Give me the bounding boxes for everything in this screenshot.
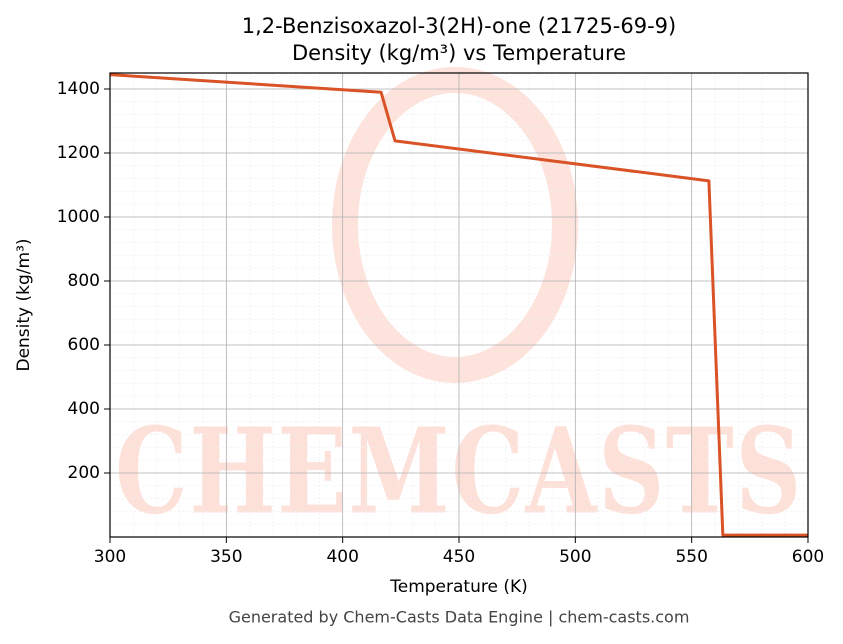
x-axis-label: Temperature (K) bbox=[389, 577, 528, 597]
x-tick-label: 600 bbox=[792, 547, 824, 567]
x-tick-label: 450 bbox=[443, 547, 475, 567]
x-tick-label: 300 bbox=[94, 547, 126, 567]
data-line bbox=[109, 73, 808, 537]
x-tick-label: 350 bbox=[210, 547, 242, 567]
x-tick-label: 550 bbox=[675, 547, 707, 567]
watermark: CHEMCASTS bbox=[115, 402, 803, 541]
watermark-logo bbox=[332, 67, 578, 383]
chart-title: 1,2-Benzisoxazol-3(2H)-one (21725-69-9) bbox=[242, 14, 677, 38]
y-tick-label: 600 bbox=[68, 335, 100, 355]
x-tick-label: 400 bbox=[326, 547, 358, 567]
y-tick-label: 1400 bbox=[57, 79, 100, 99]
y-tick-label: 400 bbox=[68, 399, 100, 419]
footer: Generated by Chem-Casts Data Engine | ch… bbox=[229, 608, 690, 627]
x-tick-label: 500 bbox=[559, 547, 591, 567]
chart-subtitle: Density (kg/m³) vs Temperature bbox=[292, 41, 626, 65]
y-axis-label: Density (kg/m³) bbox=[14, 238, 34, 371]
y-tick-label: 800 bbox=[68, 271, 100, 291]
y-tick-label: 200 bbox=[68, 463, 100, 483]
y-tick-label: 1000 bbox=[57, 207, 100, 227]
plot-frame bbox=[109, 72, 809, 538]
y-tick-label: 1200 bbox=[57, 143, 100, 163]
